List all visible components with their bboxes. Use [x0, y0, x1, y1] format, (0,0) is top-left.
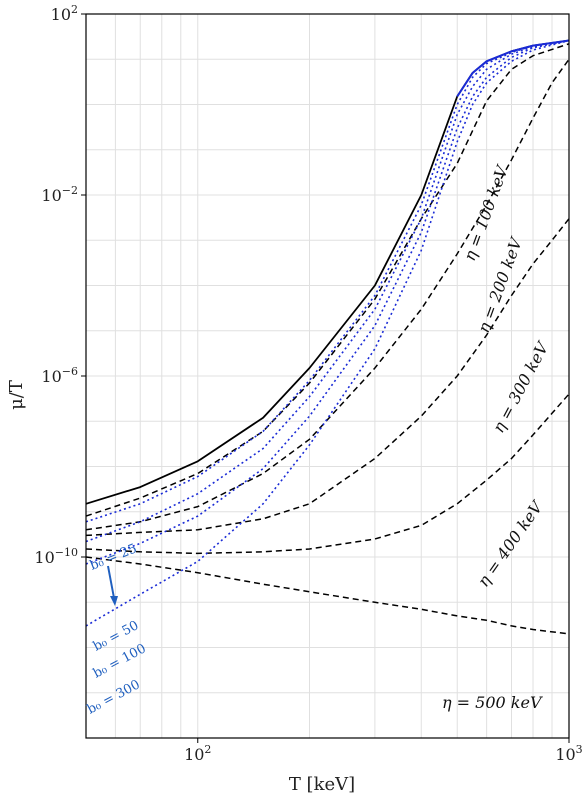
annotations: η = 100 keV η = 200 keV η = 300 keV η = …	[85, 162, 553, 718]
y-tick-label: 10−6	[41, 365, 78, 386]
y-tick-label: 10−10	[34, 546, 78, 567]
annotation-eta-500: η = 500 keV	[442, 693, 543, 712]
x-axis-label: T [keV]	[289, 774, 355, 795]
series-line-3	[85, 218, 570, 537]
annotation-arrow	[107, 565, 115, 599]
series-line-overlay	[456, 39, 570, 98]
x-ticks: 102 103	[184, 738, 583, 764]
annotation-eta-400: η = 400 keV	[474, 497, 547, 591]
series-line-1	[85, 43, 570, 517]
x-tick-label: 103	[555, 743, 582, 764]
series-line-5	[85, 556, 570, 635]
y-tick-label: 102	[51, 3, 78, 24]
y-axis-label: μ/T	[6, 380, 27, 410]
y-tick-label: 10−2	[41, 184, 78, 205]
annotation-b0-25: b₀ = 25	[88, 541, 139, 573]
grid	[86, 14, 569, 738]
annotation-arrowhead	[110, 596, 118, 606]
series-line-6	[85, 39, 570, 523]
y-ticks: 102 10−2 10−6 10−10	[34, 3, 86, 567]
curves	[85, 39, 570, 635]
series-line-2	[85, 58, 570, 531]
series-line-8	[85, 39, 570, 565]
series-line-4	[85, 393, 570, 555]
annotation-b0-300: b₀ = 300	[85, 677, 143, 717]
series-line-9	[85, 39, 570, 627]
series-line-7	[85, 39, 570, 543]
x-tick-label: 102	[184, 743, 211, 764]
